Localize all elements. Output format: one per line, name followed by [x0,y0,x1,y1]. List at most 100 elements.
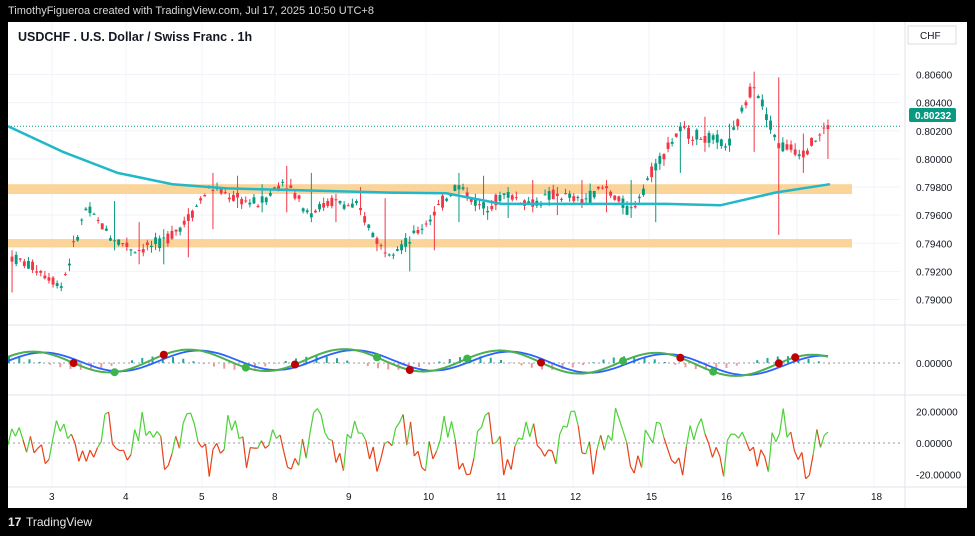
candle-body [818,134,822,136]
candle-body [76,236,80,241]
candle-body [314,210,317,213]
macd-histogram-bar [520,363,523,366]
osc-segment [182,413,188,424]
macd-histogram-bar [38,361,41,363]
candle-body [322,203,326,208]
osc-segment [656,421,661,424]
candle-body [506,192,510,198]
osc-segment [767,432,773,472]
osc-segment [700,418,706,435]
osc-segment [469,458,475,475]
x-tick-label: 8 [272,492,278,503]
x-tick-label: 3 [49,492,55,503]
crossover-dot [676,353,685,362]
osc-segment [402,414,408,446]
macd-histogram-bar [141,357,144,363]
candle-body [707,133,711,143]
candle-body [613,195,617,200]
candle-body [162,237,166,239]
candle-body [695,129,699,140]
osc-segment [641,429,646,468]
osc-segment [294,458,300,466]
osc-segment [264,444,270,449]
support-zone [8,239,852,248]
candle-body [35,271,39,273]
candle-body [248,202,252,205]
chart-svg[interactable]: 3 4 5 8 9 10 11 12 15 16 17 18 0.80600 0.80400 0.80200… [7,22,967,508]
macd-histogram-bar [735,363,738,366]
osc-segment [667,449,673,461]
osc-segment [257,440,262,449]
osc-segment [406,421,412,446]
candle-body [88,206,92,214]
tradingview-logo-icon: 17 [8,515,22,529]
osc-segment [518,437,523,441]
candle-body [59,286,63,288]
candle-body [572,196,576,201]
osc-segment [823,431,829,436]
price-tick-label: 0.79800 [916,183,953,194]
candle-body [68,263,71,266]
macd-histogram-bar [561,363,564,370]
osc-segment [708,443,714,458]
osc-segment [115,447,121,452]
osc-segment [137,411,143,442]
osc-tick-label: 20.00000 [916,407,958,418]
osc-segment [421,467,426,472]
osc-segment [503,459,509,476]
candle-body [596,186,600,189]
osc-segment [671,459,676,464]
macd-histogram-bar [274,363,277,364]
candle-body [10,256,14,262]
crossover-dot [159,350,168,359]
osc-segment [693,426,699,441]
osc-segment [801,452,807,479]
osc-segment [622,430,628,443]
candle-body [191,210,194,218]
candle-body [592,191,596,198]
osc-segment [749,446,754,452]
osc-segment [290,458,296,470]
currency-box[interactable] [907,25,957,45]
macd-histogram-bar [817,361,820,363]
candle-body [141,249,145,253]
candle-body [457,185,461,190]
osc-segment [100,414,106,443]
candle-body [740,107,744,112]
osc-segment [812,429,818,456]
osc-segment [570,410,575,413]
osc-segment [70,433,76,444]
osc-segment [548,449,553,452]
osc-segment [432,450,438,460]
macd-histogram-bar [428,363,431,365]
macd-histogram-bar [684,363,687,368]
candle-body [789,144,793,150]
crossover-dot [69,359,78,368]
candle-body [404,238,408,247]
osc-segment [387,441,393,447]
osc-segment [711,447,717,458]
macd-histogram-bar [694,363,697,370]
candle-body [490,206,494,210]
candle-body [326,201,330,206]
osc-segment [335,452,341,463]
osc-segment [510,446,516,470]
osc-segment [790,431,796,451]
osc-segment [63,423,69,439]
candle-body [629,207,633,209]
chart-area[interactable]: 3 4 5 8 9 10 11 12 15 16 17 18 0.80600 0.80400 0.80200… [7,22,967,508]
osc-segment [175,436,181,449]
osc-segment [771,432,777,443]
macd-histogram-bar [49,363,51,365]
candle-body [432,211,436,216]
candle-body [699,138,703,140]
candle-body [219,187,223,194]
candle-body [104,228,108,231]
candle-body [724,146,727,148]
osc-segment [149,430,154,438]
osc-segment [250,446,255,449]
osc-segment [532,423,538,446]
osc-segment [484,412,490,416]
x-tick-label: 17 [794,492,806,503]
osc-segment [339,453,345,471]
